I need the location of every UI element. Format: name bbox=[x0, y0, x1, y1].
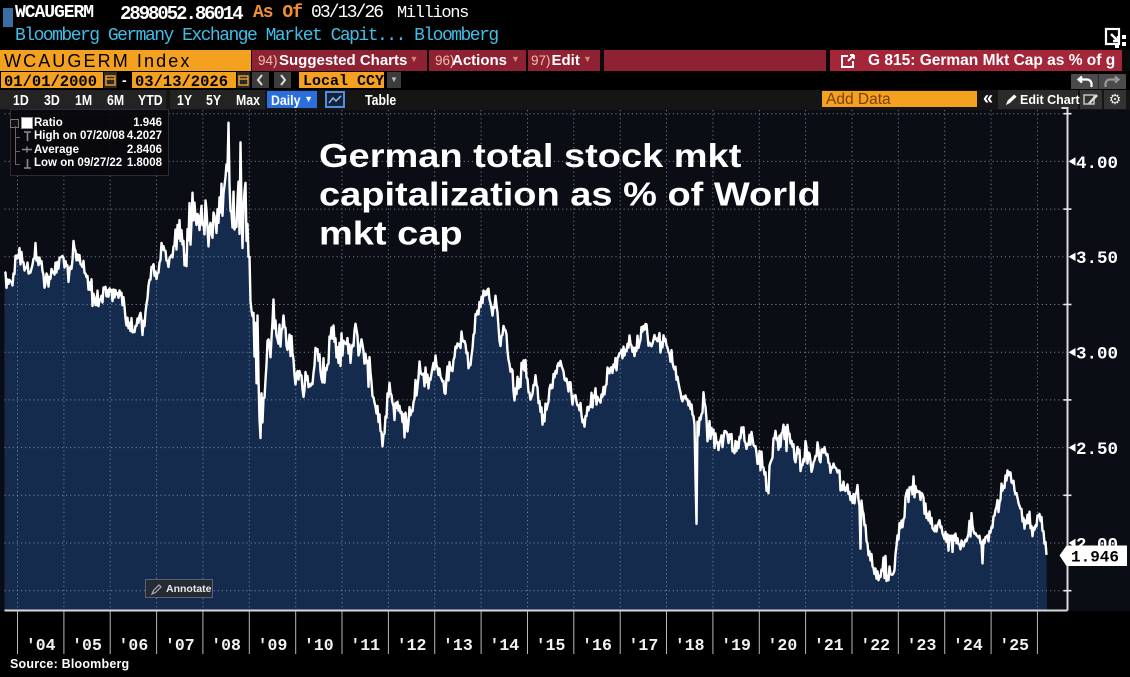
svg-text:'16: '16 bbox=[582, 636, 612, 655]
svg-text:2.50: 2.50 bbox=[1076, 440, 1118, 460]
svg-text:'25: '25 bbox=[999, 636, 1029, 655]
svg-text:'18: '18 bbox=[675, 636, 705, 655]
svg-text:'24: '24 bbox=[953, 636, 983, 655]
svg-text:'09: '09 bbox=[258, 636, 288, 655]
svg-text:'22: '22 bbox=[860, 636, 890, 655]
svg-text:'20: '20 bbox=[768, 636, 798, 655]
svg-text:'06: '06 bbox=[119, 636, 149, 655]
svg-text:'17: '17 bbox=[629, 636, 659, 655]
svg-text:'05: '05 bbox=[72, 636, 102, 655]
svg-text:'15: '15 bbox=[536, 636, 566, 655]
svg-text:'11: '11 bbox=[350, 636, 380, 655]
svg-text:'23: '23 bbox=[907, 636, 937, 655]
svg-text:'04: '04 bbox=[26, 636, 56, 655]
svg-text:1.946: 1.946 bbox=[1071, 549, 1119, 567]
svg-text:3.50: 3.50 bbox=[1076, 249, 1118, 269]
svg-text:'19: '19 bbox=[721, 636, 751, 655]
svg-text:'10: '10 bbox=[304, 636, 334, 655]
svg-text:'12: '12 bbox=[397, 636, 427, 655]
svg-text:Source: Bloomberg: Source: Bloomberg bbox=[10, 657, 129, 671]
svg-text:'14: '14 bbox=[489, 636, 519, 655]
svg-text:3.00: 3.00 bbox=[1076, 345, 1118, 365]
svg-text:'21: '21 bbox=[814, 636, 844, 655]
svg-text:'08: '08 bbox=[211, 636, 241, 655]
svg-text:'13: '13 bbox=[443, 636, 473, 655]
svg-text:4.00: 4.00 bbox=[1076, 154, 1118, 174]
svg-text:'07: '07 bbox=[165, 636, 195, 655]
